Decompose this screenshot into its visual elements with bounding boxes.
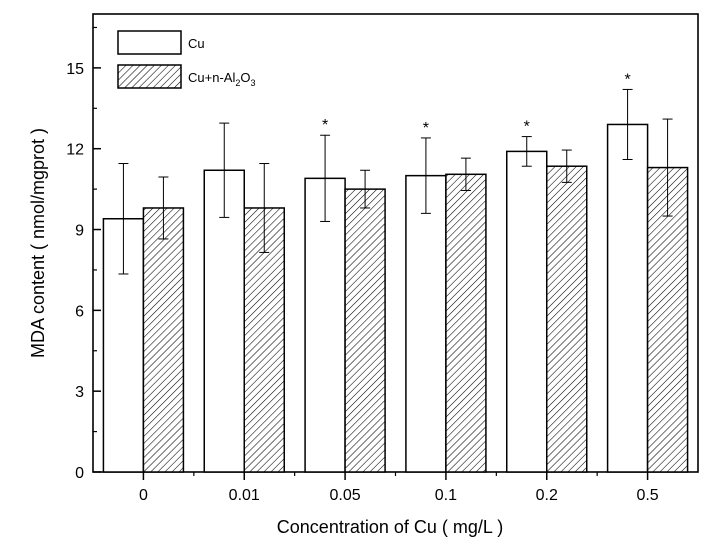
- y-tick-label: 15: [66, 61, 84, 78]
- y-tick-label: 12: [66, 142, 84, 159]
- significance-star: *: [322, 117, 328, 134]
- bar-series: [102, 123, 689, 473]
- bar-cu: [606, 123, 649, 473]
- bar-cu: [506, 150, 548, 473]
- significance-star: *: [423, 120, 429, 137]
- bar-cu-nal2o3: [546, 165, 588, 473]
- x-axis-title: Concentration of Cu ( mg/L ): [277, 517, 503, 537]
- bar-cu-nal2o3: [344, 188, 386, 473]
- y-tick-label: 6: [75, 303, 84, 320]
- bar-cu: [405, 174, 447, 473]
- x-tick-label: 0.1: [435, 487, 457, 504]
- x-tick-label: 0: [139, 487, 148, 504]
- y-tick-label: 0: [75, 465, 84, 482]
- x-tick-label: 0.05: [330, 487, 361, 504]
- legend-label-cu-nal2o3: Cu+n-Al2O3: [188, 70, 255, 88]
- x-tick-label: 0.01: [229, 487, 260, 504]
- y-tick-label: 3: [75, 384, 84, 401]
- plot-area: [92, 13, 699, 473]
- significance-markers: * * * *: [322, 71, 631, 136]
- x-axis-ticks: 0 0.01 0.05 0.1 0.2 0.5: [139, 472, 659, 504]
- bar-cu-nal2o3: [445, 173, 487, 473]
- legend-swatch-cu: [117, 30, 182, 55]
- x-tick-label: 0.2: [536, 487, 558, 504]
- x-tick-label: 0.5: [636, 487, 658, 504]
- bar-cu-nal2o3: [142, 207, 185, 473]
- significance-star: *: [524, 119, 530, 136]
- legend: Cu Cu+n-Al2O3: [117, 30, 255, 89]
- y-tick-label: 9: [75, 223, 84, 240]
- y-axis-ticks: 0 3 6 9 12 15: [66, 26, 101, 482]
- significance-star: *: [624, 71, 630, 88]
- legend-swatch-cu-nal2o3: [117, 64, 182, 89]
- error-bars: [118, 88, 673, 275]
- y-axis-title: MDA content ( nmol/mgprot ): [28, 128, 48, 358]
- legend-label-cu: Cu: [188, 36, 205, 51]
- bar-cu: [304, 177, 346, 473]
